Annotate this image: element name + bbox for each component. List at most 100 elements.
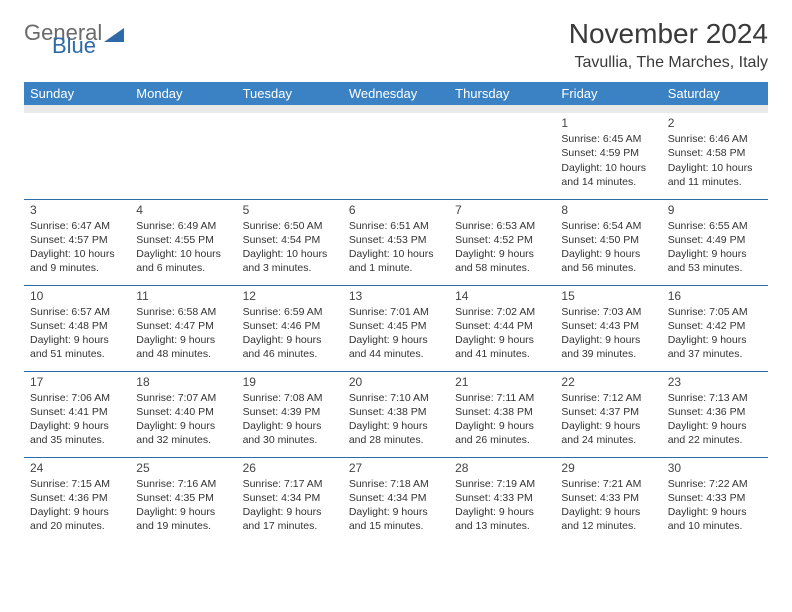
day-number: 9 <box>668 202 762 218</box>
sunset-line: Sunset: 4:39 PM <box>243 405 337 419</box>
daylight-line: Daylight: 9 hours and 19 minutes. <box>136 505 230 533</box>
day-number: 3 <box>30 202 124 218</box>
day-number: 8 <box>561 202 655 218</box>
sunset-line: Sunset: 4:37 PM <box>561 405 655 419</box>
daylight-line: Daylight: 9 hours and 13 minutes. <box>455 505 549 533</box>
day-number: 25 <box>136 460 230 476</box>
day-cell: 10Sunrise: 6:57 AMSunset: 4:48 PMDayligh… <box>24 285 130 371</box>
daylight-line: Daylight: 9 hours and 56 minutes. <box>561 247 655 275</box>
sunset-line: Sunset: 4:49 PM <box>668 233 762 247</box>
sunrise-line: Sunrise: 7:15 AM <box>30 477 124 491</box>
day-cell: 2Sunrise: 6:46 AMSunset: 4:58 PMDaylight… <box>662 113 768 199</box>
day-cell: 12Sunrise: 6:59 AMSunset: 4:46 PMDayligh… <box>237 285 343 371</box>
daylight-line: Daylight: 10 hours and 11 minutes. <box>668 161 762 189</box>
day-cell: 19Sunrise: 7:08 AMSunset: 4:39 PMDayligh… <box>237 371 343 457</box>
daylight-line: Daylight: 9 hours and 37 minutes. <box>668 333 762 361</box>
daylight-line: Daylight: 9 hours and 53 minutes. <box>668 247 762 275</box>
calendar-head: SundayMondayTuesdayWednesdayThursdayFrid… <box>24 82 768 105</box>
day-number: 5 <box>243 202 337 218</box>
day-cell: 29Sunrise: 7:21 AMSunset: 4:33 PMDayligh… <box>555 457 661 543</box>
day-cell: 6Sunrise: 6:51 AMSunset: 4:53 PMDaylight… <box>343 199 449 285</box>
day-number: 24 <box>30 460 124 476</box>
day-header-sunday: Sunday <box>24 82 130 105</box>
sunrise-line: Sunrise: 7:22 AM <box>668 477 762 491</box>
location-subtitle: Tavullia, The Marches, Italy <box>569 54 768 72</box>
day-number: 28 <box>455 460 549 476</box>
daylight-line: Daylight: 9 hours and 20 minutes. <box>30 505 124 533</box>
day-cell: 17Sunrise: 7:06 AMSunset: 4:41 PMDayligh… <box>24 371 130 457</box>
sunrise-line: Sunrise: 6:47 AM <box>30 219 124 233</box>
sunrise-line: Sunrise: 6:51 AM <box>349 219 443 233</box>
sunrise-line: Sunrise: 6:55 AM <box>668 219 762 233</box>
day-cell: 1Sunrise: 6:45 AMSunset: 4:59 PMDaylight… <box>555 113 661 199</box>
day-number: 6 <box>349 202 443 218</box>
sunrise-line: Sunrise: 7:21 AM <box>561 477 655 491</box>
sunrise-line: Sunrise: 7:06 AM <box>30 391 124 405</box>
month-title: November 2024 <box>569 18 768 50</box>
sunset-line: Sunset: 4:47 PM <box>136 319 230 333</box>
day-cell: 28Sunrise: 7:19 AMSunset: 4:33 PMDayligh… <box>449 457 555 543</box>
day-number: 4 <box>136 202 230 218</box>
sunrise-line: Sunrise: 7:10 AM <box>349 391 443 405</box>
sunset-line: Sunset: 4:41 PM <box>30 405 124 419</box>
daylight-line: Daylight: 10 hours and 1 minute. <box>349 247 443 275</box>
sunrise-line: Sunrise: 7:12 AM <box>561 391 655 405</box>
week-row: 10Sunrise: 6:57 AMSunset: 4:48 PMDayligh… <box>24 285 768 371</box>
day-number: 22 <box>561 374 655 390</box>
daylight-line: Daylight: 9 hours and 10 minutes. <box>668 505 762 533</box>
day-cell: 9Sunrise: 6:55 AMSunset: 4:49 PMDaylight… <box>662 199 768 285</box>
sunrise-line: Sunrise: 6:54 AM <box>561 219 655 233</box>
sunrise-line: Sunrise: 6:57 AM <box>30 305 124 319</box>
calendar-table: SundayMondayTuesdayWednesdayThursdayFrid… <box>24 82 768 543</box>
day-number: 11 <box>136 288 230 304</box>
day-number: 21 <box>455 374 549 390</box>
title-block: November 2024 Tavullia, The Marches, Ita… <box>569 18 768 72</box>
sunrise-line: Sunrise: 7:18 AM <box>349 477 443 491</box>
sunrise-line: Sunrise: 7:03 AM <box>561 305 655 319</box>
week-row: 24Sunrise: 7:15 AMSunset: 4:36 PMDayligh… <box>24 457 768 543</box>
day-cell: 8Sunrise: 6:54 AMSunset: 4:50 PMDaylight… <box>555 199 661 285</box>
day-cell: 14Sunrise: 7:02 AMSunset: 4:44 PMDayligh… <box>449 285 555 371</box>
sunrise-line: Sunrise: 7:02 AM <box>455 305 549 319</box>
sunset-line: Sunset: 4:38 PM <box>349 405 443 419</box>
sunset-line: Sunset: 4:50 PM <box>561 233 655 247</box>
sunrise-line: Sunrise: 7:07 AM <box>136 391 230 405</box>
daylight-line: Daylight: 10 hours and 9 minutes. <box>30 247 124 275</box>
day-cell: 23Sunrise: 7:13 AMSunset: 4:36 PMDayligh… <box>662 371 768 457</box>
day-cell: 15Sunrise: 7:03 AMSunset: 4:43 PMDayligh… <box>555 285 661 371</box>
daylight-line: Daylight: 9 hours and 51 minutes. <box>30 333 124 361</box>
sunrise-line: Sunrise: 7:19 AM <box>455 477 549 491</box>
daylight-line: Daylight: 9 hours and 39 minutes. <box>561 333 655 361</box>
sunset-line: Sunset: 4:38 PM <box>455 405 549 419</box>
day-cell: 11Sunrise: 6:58 AMSunset: 4:47 PMDayligh… <box>130 285 236 371</box>
day-number: 15 <box>561 288 655 304</box>
day-header-thursday: Thursday <box>449 82 555 105</box>
day-cell: 21Sunrise: 7:11 AMSunset: 4:38 PMDayligh… <box>449 371 555 457</box>
sunset-line: Sunset: 4:45 PM <box>349 319 443 333</box>
daylight-line: Daylight: 9 hours and 28 minutes. <box>349 419 443 447</box>
day-header-friday: Friday <box>555 82 661 105</box>
daylight-line: Daylight: 10 hours and 6 minutes. <box>136 247 230 275</box>
day-header-tuesday: Tuesday <box>237 82 343 105</box>
sunrise-line: Sunrise: 7:08 AM <box>243 391 337 405</box>
sunrise-line: Sunrise: 6:59 AM <box>243 305 337 319</box>
daylight-line: Daylight: 9 hours and 24 minutes. <box>561 419 655 447</box>
sunrise-line: Sunrise: 6:58 AM <box>136 305 230 319</box>
daylight-line: Daylight: 9 hours and 32 minutes. <box>136 419 230 447</box>
sunrise-line: Sunrise: 6:49 AM <box>136 219 230 233</box>
sunset-line: Sunset: 4:35 PM <box>136 491 230 505</box>
day-cell: 7Sunrise: 6:53 AMSunset: 4:52 PMDaylight… <box>449 199 555 285</box>
header: General Blue November 2024 Tavullia, The… <box>24 18 768 72</box>
empty-cell <box>343 113 449 199</box>
daylight-line: Daylight: 9 hours and 41 minutes. <box>455 333 549 361</box>
sunset-line: Sunset: 4:53 PM <box>349 233 443 247</box>
day-number: 20 <box>349 374 443 390</box>
day-cell: 26Sunrise: 7:17 AMSunset: 4:34 PMDayligh… <box>237 457 343 543</box>
sunrise-line: Sunrise: 7:13 AM <box>668 391 762 405</box>
sunset-line: Sunset: 4:33 PM <box>561 491 655 505</box>
sunset-line: Sunset: 4:34 PM <box>243 491 337 505</box>
day-header-monday: Monday <box>130 82 236 105</box>
day-cell: 16Sunrise: 7:05 AMSunset: 4:42 PMDayligh… <box>662 285 768 371</box>
empty-cell <box>449 113 555 199</box>
week-row: 1Sunrise: 6:45 AMSunset: 4:59 PMDaylight… <box>24 113 768 199</box>
